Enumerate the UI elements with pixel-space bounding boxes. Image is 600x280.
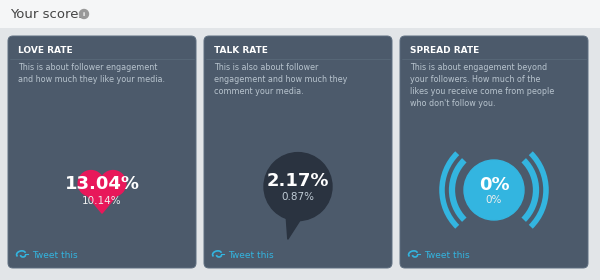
FancyBboxPatch shape <box>0 0 600 28</box>
FancyBboxPatch shape <box>204 36 392 268</box>
Text: 0.87%: 0.87% <box>281 192 314 202</box>
Text: 13.04%: 13.04% <box>65 175 139 193</box>
Text: Tweet this: Tweet this <box>424 251 470 260</box>
Text: This is about follower engagement
and how much they like your media.: This is about follower engagement and ho… <box>18 63 165 84</box>
Text: i: i <box>83 11 85 17</box>
Circle shape <box>264 153 332 221</box>
Text: LOVE RATE: LOVE RATE <box>18 46 73 55</box>
Text: This is also about follower
engagement and how much they
comment your media.: This is also about follower engagement a… <box>214 63 347 96</box>
Text: Tweet this: Tweet this <box>228 251 274 260</box>
Text: Your scores: Your scores <box>10 8 85 20</box>
Circle shape <box>100 171 126 196</box>
FancyBboxPatch shape <box>400 36 588 268</box>
Circle shape <box>79 10 89 18</box>
FancyBboxPatch shape <box>8 36 196 268</box>
Text: SPREAD RATE: SPREAD RATE <box>410 46 479 55</box>
Text: 2.17%: 2.17% <box>267 172 329 190</box>
Text: TALK RATE: TALK RATE <box>214 46 268 55</box>
Text: Tweet this: Tweet this <box>32 251 77 260</box>
Polygon shape <box>79 185 125 213</box>
Text: 0%: 0% <box>479 176 509 194</box>
Polygon shape <box>286 216 303 239</box>
Circle shape <box>78 171 104 196</box>
Text: This is about engagement beyond
your followers. How much of the
likes you receiv: This is about engagement beyond your fol… <box>410 63 554 108</box>
Text: 0%: 0% <box>486 195 502 205</box>
Circle shape <box>464 160 524 220</box>
Text: 10.14%: 10.14% <box>82 196 122 206</box>
